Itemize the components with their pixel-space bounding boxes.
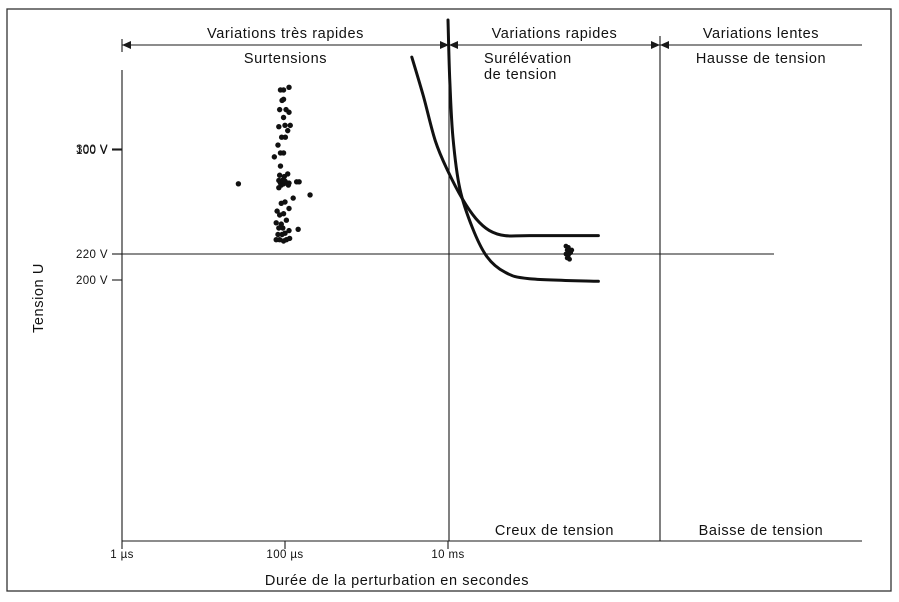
x-tick-label: 10 ms <box>431 549 464 561</box>
scatter-point <box>286 227 292 234</box>
scatter-point <box>285 182 292 188</box>
scatter-point <box>286 84 292 91</box>
region-lower-label: Baisse de tension <box>699 523 824 539</box>
y-axis-title: Tension U <box>31 263 47 333</box>
region-arrowhead <box>449 41 458 49</box>
y-tick-label: 200 V <box>76 275 108 287</box>
curve-layer <box>410 18 600 283</box>
scatter-point <box>283 217 290 223</box>
scatter-point <box>286 205 292 212</box>
undervoltage-limit-curve <box>446 18 600 283</box>
region-title: Variations lentes <box>703 26 819 42</box>
scatter-point <box>278 134 285 140</box>
scatter-point <box>273 220 279 226</box>
y-tick-label: 300 V <box>76 144 108 156</box>
scatter-point <box>280 211 287 217</box>
scatter-point <box>285 171 291 177</box>
scatter-point <box>287 122 293 129</box>
cluster-point <box>569 247 575 253</box>
region-title: Variations très rapides <box>207 26 364 42</box>
y-tick-label: 220 V <box>76 249 108 261</box>
x-tick-label: 1 µs <box>110 549 134 561</box>
scatter-point <box>274 208 280 214</box>
region-arrowhead <box>651 41 660 49</box>
scatter-point <box>280 150 287 156</box>
label-layer: 300 V 220 V 200 V 100 V 1 µs 100 µs 10 ms Durée… <box>31 26 826 589</box>
scatter-point <box>282 122 288 128</box>
scatter-point <box>276 106 283 113</box>
cluster-point <box>567 256 572 262</box>
overvoltage-limit-curve <box>410 55 600 238</box>
scatter-point <box>276 225 282 231</box>
scatter-point <box>286 109 292 115</box>
scatter-point <box>280 114 287 121</box>
region-arrowhead <box>660 41 669 49</box>
region-upper-label: Hausse de tension <box>696 51 826 67</box>
region-arrowhead <box>122 41 131 49</box>
region-title: Variations rapides <box>492 26 618 42</box>
scatter-point <box>307 192 313 198</box>
static-layer <box>112 36 862 549</box>
point-layer <box>235 84 575 262</box>
region-arrowhead <box>440 41 449 49</box>
scatter-point <box>286 235 293 242</box>
scatter-point <box>296 179 302 185</box>
scatter-point <box>271 154 278 160</box>
scatter-point <box>290 195 296 201</box>
scatter-point <box>280 96 287 103</box>
scatter-point <box>282 199 288 205</box>
scatter-point <box>278 221 284 227</box>
region-upper-label: Surélévation de tension <box>484 51 572 83</box>
scatter-point <box>285 127 291 134</box>
scatter-point <box>295 226 301 232</box>
scatter-point <box>275 231 281 238</box>
y-tick-label: 100 V <box>76 145 108 157</box>
scatter-point <box>275 142 281 148</box>
x-axis-title: Durée de la perturbation en secondes <box>265 573 529 589</box>
scatter-point <box>277 163 284 169</box>
region-upper-label: Surtensions <box>244 51 327 67</box>
scatter-point <box>282 134 289 140</box>
outer-frame <box>6 8 892 592</box>
scatter-point <box>235 181 242 187</box>
scatter-point <box>282 178 288 184</box>
x-tick-label: 100 µs <box>266 549 303 561</box>
region-lower-label: Creux de tension <box>495 523 614 539</box>
scatter-point <box>276 172 283 178</box>
scatter-point <box>280 87 287 93</box>
scatter-point <box>282 230 288 236</box>
scatter-point <box>276 123 282 130</box>
